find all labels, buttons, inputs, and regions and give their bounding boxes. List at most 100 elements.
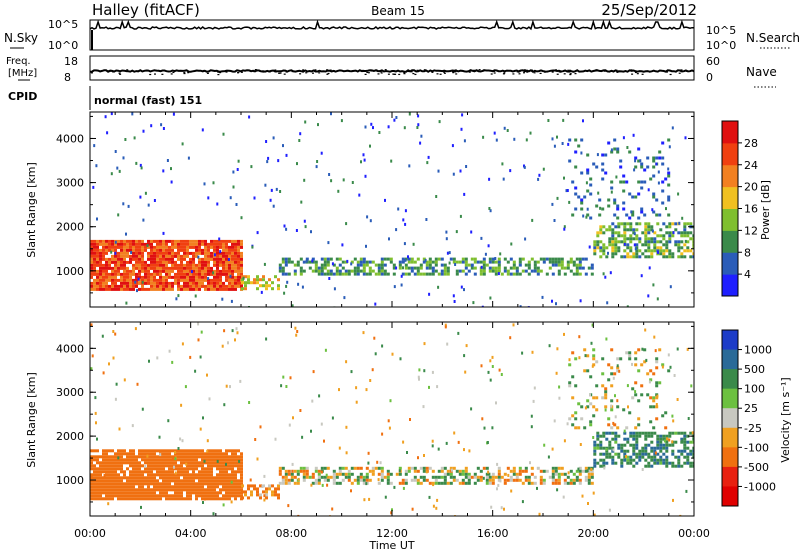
vel-cells-cell-0 [207, 449, 210, 453]
vel-cells-cell-0 [156, 473, 159, 477]
power-cells-cell-2 [464, 266, 468, 270]
power-cells-speck [551, 299, 553, 303]
power-cells-cell-2 [473, 266, 477, 270]
vel-cells-speck [480, 364, 483, 368]
vel-cells-cell-0 [234, 458, 237, 462]
power-cells-cell-3 [629, 228, 633, 232]
nave-dot [544, 71, 546, 73]
power-cells-cell-0 [129, 278, 132, 282]
power-cells-cell-0 [138, 254, 141, 258]
vel-cells-speck [503, 507, 505, 511]
power-cells-cell-0 [201, 263, 204, 267]
power-cells-speck [626, 146, 629, 149]
vel-cells-cell-4 [628, 357, 632, 361]
power-cells-cell-0 [201, 257, 204, 261]
vel-cells-speck [101, 334, 104, 338]
power-cells-speck [172, 112, 175, 116]
power-cells-cell-0 [228, 278, 231, 282]
vel-cells-cell-0 [168, 476, 171, 480]
power-cells-cell-0 [132, 284, 135, 288]
vel-cells-cell-0 [102, 482, 105, 486]
power-cells-cell-0 [234, 260, 237, 264]
vel-cells-speck [496, 487, 498, 491]
power-cells-cell-2 [314, 260, 318, 264]
nave-dot [603, 70, 606, 72]
nave-dot [516, 71, 519, 73]
power-cells-cell-3 [647, 237, 651, 241]
vel-cells-cell-3 [599, 452, 603, 456]
vel-cells-cell-2 [323, 478, 327, 482]
power-cells-cell-0 [168, 266, 171, 270]
power-cells-cell-2 [290, 260, 294, 264]
power-cells-speck [291, 304, 294, 307]
power-cells-speck [282, 144, 284, 148]
power-cells-cell-3 [596, 240, 600, 244]
vel-cells-cell-2 [365, 472, 369, 476]
vel-cells-speck [123, 378, 126, 382]
power-cells-cell-2 [554, 257, 558, 261]
vel-cells-cell-0 [132, 494, 135, 498]
power-cells-cell-3 [680, 231, 684, 235]
vel-cells-speck [146, 454, 149, 458]
vel-cells-cell-0 [234, 485, 237, 489]
vel-cells-cell-0 [237, 464, 240, 468]
vel-cells-cell-3 [647, 434, 651, 438]
vel-cells-speck [263, 498, 266, 502]
vel-cells-cell-2 [461, 469, 465, 473]
power-cells-cell-2 [404, 263, 408, 267]
power-cells-cell-0 [153, 275, 156, 279]
vel-cells-cell-0 [111, 482, 114, 486]
vel-cells-speck [90, 323, 93, 327]
vel-cells-speck [377, 478, 380, 482]
power-cells-cell-3 [635, 228, 639, 232]
power-cells-cell-2 [491, 257, 495, 261]
vel-cells-cell-0 [189, 452, 192, 456]
power-cells-cell-2 [374, 263, 378, 267]
power-cells-cell-0 [174, 260, 177, 264]
power-cells-speck [395, 266, 398, 270]
power-colorbar-swatch [722, 142, 738, 166]
power-cells-cell-0 [90, 242, 93, 246]
vel-cells-cell-0 [141, 485, 144, 489]
power-cells-cell-2 [557, 263, 561, 267]
vel-cells-cell-0 [102, 485, 105, 489]
vel-cells-speck [509, 336, 512, 340]
power-cells-cell-0 [90, 239, 93, 243]
vel-cells-cell-0 [111, 458, 114, 462]
vel-cells-cell-0 [225, 455, 228, 459]
velocity-colorbar-swatch [722, 330, 738, 351]
power-cells-cell-0 [129, 284, 132, 288]
power-cells-cell-0 [189, 272, 192, 276]
power-cells-cell-3 [653, 231, 657, 235]
power-cells-cell-4 [637, 147, 641, 151]
power-cells-cell-0 [141, 239, 144, 243]
nave-dot [202, 69, 205, 72]
vel-cells-cell-0 [108, 467, 111, 471]
power-cells-cell-0 [183, 254, 186, 258]
power-cells-cell-0 [144, 263, 147, 267]
power-cells-cell-3 [614, 246, 618, 250]
power-cells-speck [229, 196, 232, 200]
power-cells-cell-3 [599, 240, 603, 244]
vel-cells-cell-2 [284, 475, 288, 479]
vel-cells-cell-2 [449, 475, 453, 479]
power-cells-speck [372, 126, 374, 130]
power-cells-cell-3 [623, 225, 627, 229]
power-cells-cell-4 [634, 165, 638, 169]
nave-dot [493, 72, 496, 74]
vel-cells-cell-0 [240, 455, 243, 459]
vel-cells-cell-3 [659, 458, 663, 462]
vel-cells-cell-3 [623, 443, 627, 447]
power-cells-cell-0 [156, 284, 159, 288]
power-cells-speck [615, 175, 618, 179]
power-cells-cell-0 [153, 257, 156, 261]
power-cells-cell-0 [102, 284, 105, 288]
nave-dot [332, 70, 335, 72]
vel-cells-cell-2 [440, 481, 444, 485]
power-cells-cell-4 [667, 171, 671, 175]
vel-cells-cell-0 [147, 488, 150, 492]
vel-cells-cell-0 [144, 461, 147, 465]
vel-cells-cell-0 [192, 449, 195, 453]
power-cells-speck [395, 228, 398, 232]
vel-cells-cell-3 [686, 455, 690, 459]
